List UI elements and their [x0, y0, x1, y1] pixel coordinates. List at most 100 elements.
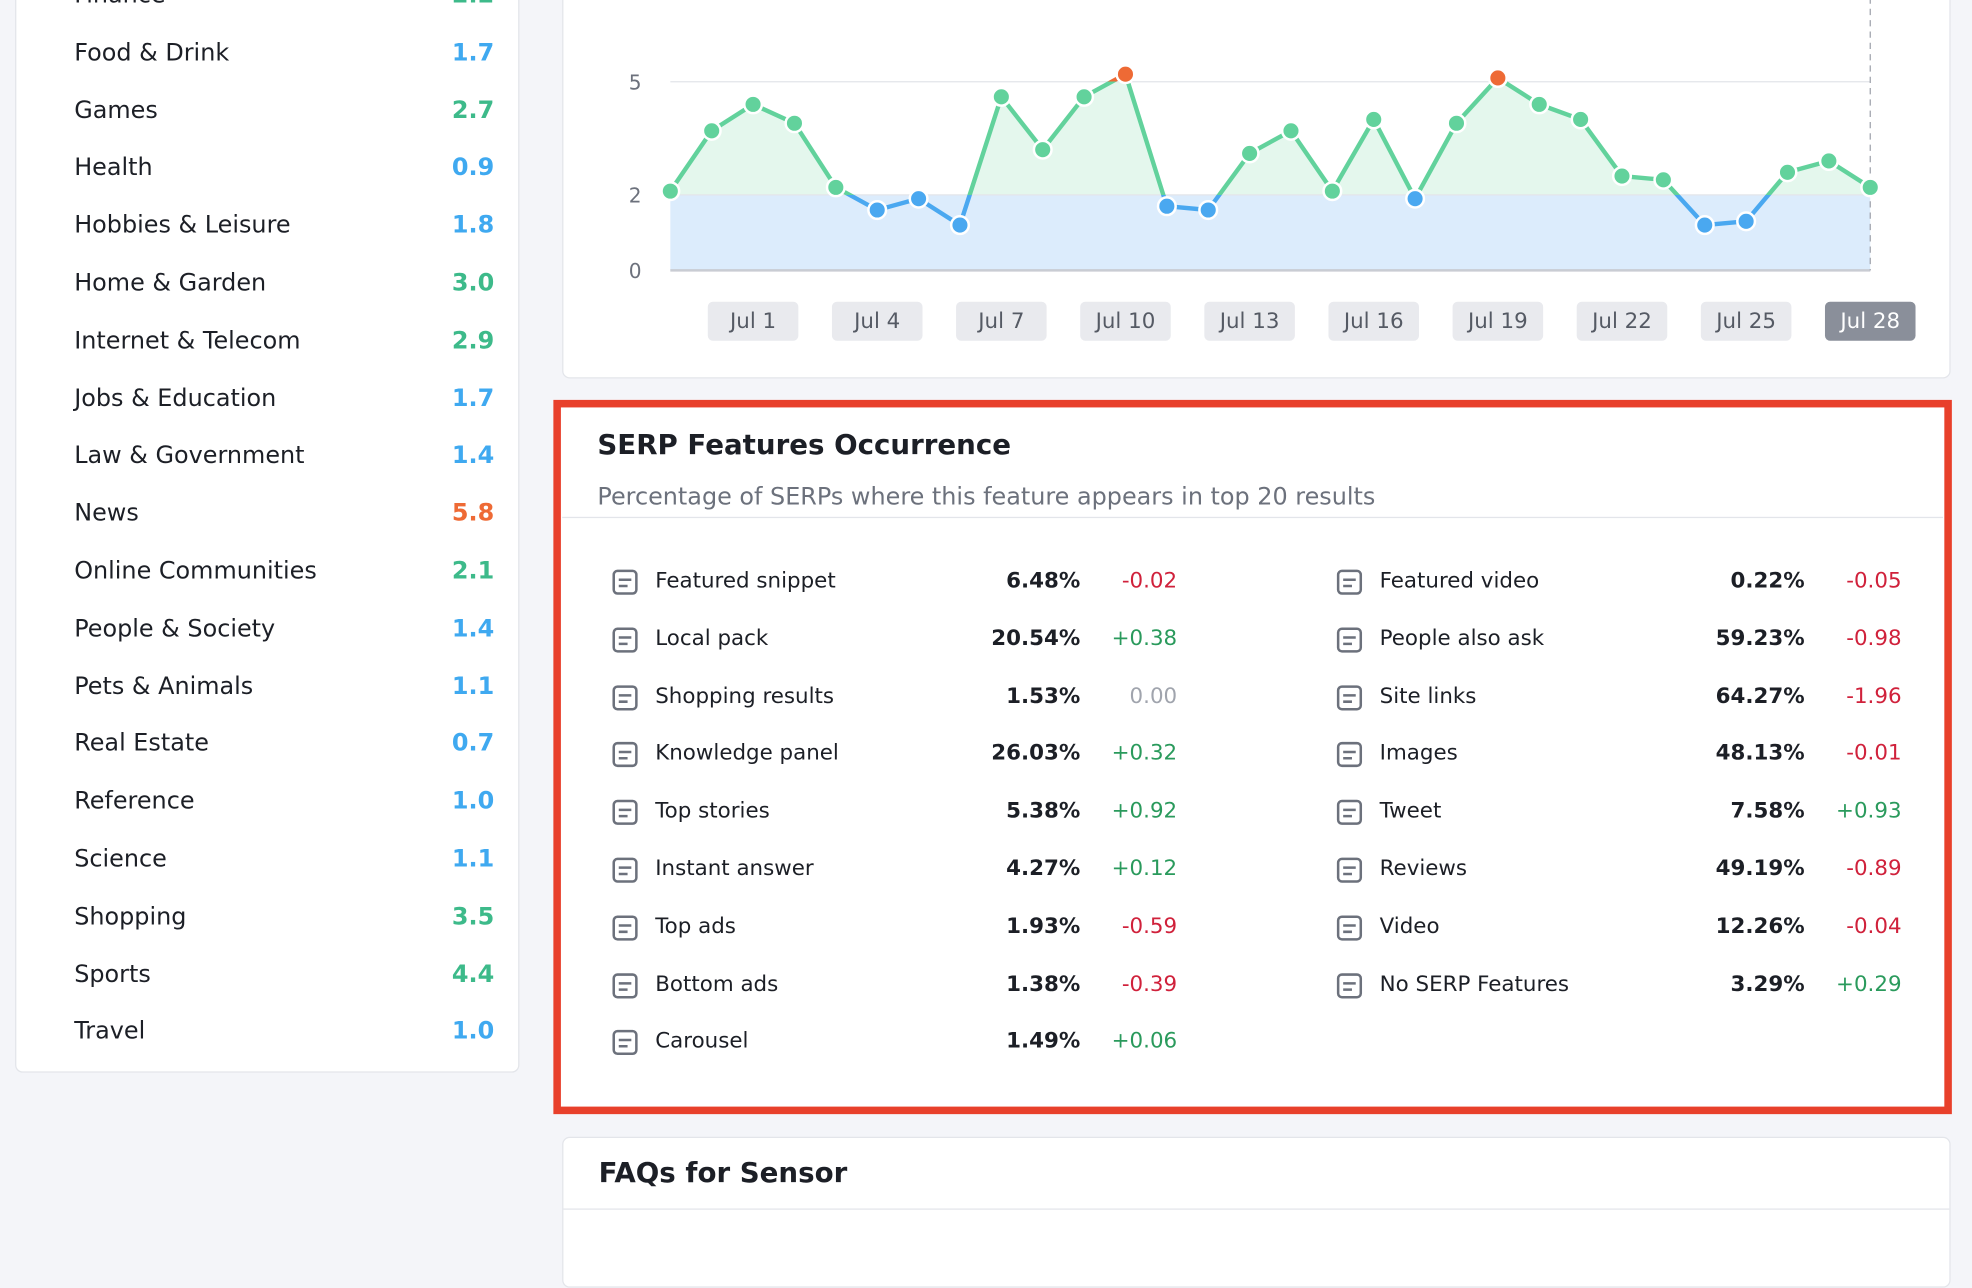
feature-name: No SERP Features [1379, 971, 1570, 997]
point [1570, 109, 1591, 130]
feature-change: -0.05 [1846, 568, 1902, 594]
category-name: Hobbies & Leisure [74, 211, 291, 240]
category-value: 1.0 [451, 787, 495, 816]
feature-share: 12.26% [1715, 913, 1805, 940]
category-name: Home & Garden [74, 269, 267, 297]
x-tick-chip [831, 301, 923, 341]
point [743, 94, 764, 115]
point [784, 113, 805, 134]
category-value: 3.5 [451, 902, 495, 931]
category-value: 3.0 [451, 269, 495, 297]
category-value: 4.4 [451, 960, 495, 988]
point [1322, 181, 1343, 202]
feature-icon [612, 800, 638, 826]
feature-name: Featured snippet [655, 568, 836, 594]
panel-subtitle: Percentage of SERPs where this feature a… [597, 482, 1376, 511]
chart: 0 2 5 Jul 1 Jul 4 Jul 7 Jul 10 Jul 13 Jul 16 Jul … [629, 0, 1916, 341]
point [825, 177, 846, 198]
feature-icon [612, 569, 638, 595]
x-tick-chip [1204, 301, 1295, 341]
x-tick-label: Jul 25 [1714, 309, 1776, 334]
feature-name: Local pack [655, 625, 769, 652]
point [908, 188, 929, 209]
feature-name: Instant answer [655, 856, 814, 882]
x-tick-label: Jul 7 [976, 309, 1024, 334]
feature-share: 4.27% [1006, 856, 1081, 882]
point [1280, 120, 1302, 141]
y-tick-label: 2 [629, 183, 642, 207]
feature-name: Top stories [655, 798, 770, 824]
category-value: 1.4 [451, 441, 495, 470]
feature-name: Top ads [655, 913, 736, 940]
feature-icon [612, 684, 638, 710]
x-tick-label: Jul 4 [852, 309, 900, 334]
feature-icon [1336, 915, 1363, 941]
feature-change: +0.06 [1111, 1029, 1178, 1055]
category-name: People & Society [74, 614, 276, 643]
point [1198, 199, 1219, 221]
feature-icon [612, 915, 638, 941]
feature-share: 1.93% [1006, 913, 1081, 940]
category-card: Finance 2.2 Food & Drink 1.7 Games 2.7 Health 0… [15, 0, 520, 1073]
feature-icon [1336, 627, 1363, 653]
category-value: 1.1 [451, 845, 495, 873]
category-name: Jobs & Education [74, 384, 277, 412]
x-tick-label: Jul 19 [1466, 309, 1528, 334]
divider [563, 1208, 1950, 1210]
feature-icon [612, 627, 638, 653]
x-tick-chip [1576, 301, 1668, 341]
feature-share: 49.19% [1715, 856, 1805, 882]
feature-change: -0.02 [1121, 568, 1178, 594]
feature-share: 1.38% [1006, 971, 1081, 997]
category-name: Food & Drink [74, 38, 230, 67]
x-tick-label: Jul 22 [1590, 309, 1652, 334]
point [1736, 211, 1757, 232]
feature-name: Images [1379, 741, 1458, 767]
point [660, 181, 681, 202]
point [1653, 169, 1674, 190]
feature-icon [1336, 857, 1363, 883]
category-value: 2.9 [451, 326, 495, 355]
chart-card: 0 2 5 Jul 1 Jul 4 Jul 7 Jul 10 Jul 13 Jul 16 Jul … [562, 0, 1951, 379]
panel-title: SERP Features Occurrence [597, 430, 1012, 462]
feature-change: +0.92 [1111, 798, 1178, 824]
point [1529, 94, 1550, 115]
feature-share: 48.13% [1715, 741, 1805, 767]
feature-share: 20.54% [991, 625, 1081, 652]
point [701, 120, 722, 141]
point [1694, 215, 1715, 236]
category-value: 1.8 [451, 211, 495, 240]
point [1115, 64, 1136, 85]
point [1777, 162, 1798, 183]
category-name: Finance [74, 0, 165, 9]
category-name: Reference [74, 787, 195, 816]
feature-name: Site links [1379, 683, 1477, 709]
x-tick-label: Jul 1 [728, 309, 776, 334]
category-value: 2.2 [452, 0, 494, 9]
x-tick-chip [1452, 301, 1544, 341]
x-tick-label: Jul 16 [1342, 309, 1404, 334]
category-name: Real Estate [74, 729, 209, 758]
feature-share: 1.49% [1006, 1029, 1081, 1055]
category-name: Pets & Animals [74, 672, 254, 700]
category-value: 5.8 [451, 499, 495, 528]
feature-share: 6.48% [1006, 568, 1081, 594]
faq-title: FAQs for Sensor [598, 1158, 848, 1190]
x-tick-label: Jul 10 [1094, 309, 1156, 334]
feature-name: Featured video [1379, 568, 1540, 594]
feature-share: 59.23% [1715, 625, 1805, 652]
faq-card: FAQs for Sensor [562, 1136, 1951, 1288]
feature-share: 26.03% [991, 741, 1081, 767]
feature-name: Video [1379, 913, 1440, 940]
category-value: 0.9 [451, 153, 495, 182]
feature-icon [1336, 972, 1363, 998]
point [1446, 113, 1467, 134]
feature-name: Tweet [1379, 798, 1442, 824]
category-value: 1.7 [451, 38, 495, 67]
feature-name: Bottom ads [655, 971, 779, 997]
feature-share: 5.38% [1006, 798, 1081, 824]
feature-change: -1.96 [1846, 683, 1902, 709]
point [1363, 109, 1384, 130]
point [949, 215, 971, 236]
y-tick-label: 0 [629, 259, 642, 283]
